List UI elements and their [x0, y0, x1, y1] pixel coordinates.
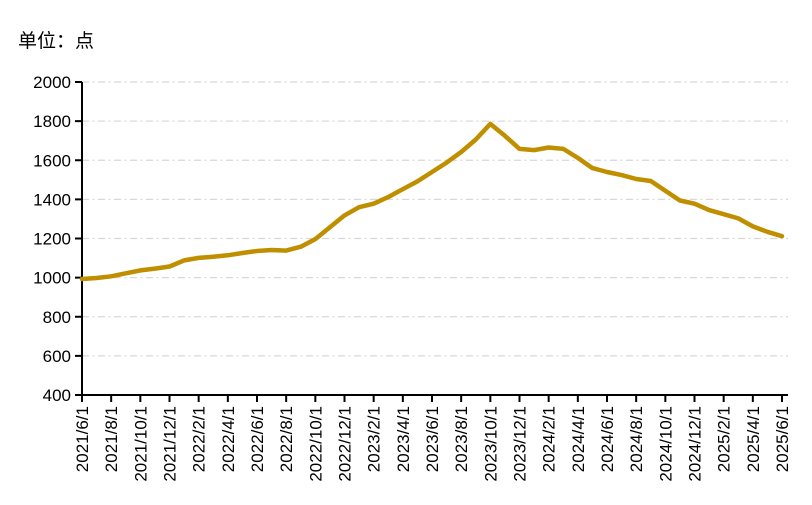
x-tick-label: 2022/10/1 [306, 406, 325, 482]
x-tick-label: 2021/6/1 [73, 406, 92, 472]
y-tick-label: 1200 [33, 230, 71, 249]
gridlines [82, 81, 788, 357]
x-tick-label: 2022/12/1 [336, 406, 355, 482]
y-tick-label: 1600 [33, 151, 71, 170]
x-tick-label: 2025/2/1 [715, 406, 734, 472]
x-tick-label: 2022/6/1 [248, 406, 267, 472]
x-tick-label: 2023/2/1 [365, 406, 384, 472]
x-tick-label: 2022/4/1 [219, 406, 238, 472]
x-tick-label: 2023/12/1 [511, 406, 530, 482]
x-tick-label: 2024/4/1 [569, 406, 588, 472]
x-tick-label: 2021/8/1 [102, 406, 121, 472]
x-tick-label: 2025/6/1 [773, 406, 792, 472]
y-tick-label: 1000 [33, 269, 71, 288]
x-tick-label: 2024/10/1 [656, 406, 675, 482]
x-tick-label: 2024/6/1 [598, 406, 617, 472]
x-tick-label: 2024/8/1 [627, 406, 646, 472]
y-tick-label: 400 [43, 386, 71, 405]
data-series-line [79, 121, 785, 282]
x-tick-label: 2023/4/1 [394, 406, 413, 472]
x-tick-label: 2023/6/1 [423, 406, 442, 472]
x-tick-label: 2024/2/1 [540, 406, 559, 472]
x-tick-label: 2022/2/1 [190, 406, 209, 472]
y-tick-label: 1400 [33, 190, 71, 209]
y-axis-ticks: 400 600 800 1000 1200 1400 1600 1800 2000 [33, 73, 82, 405]
x-tick-label: 2023/8/1 [452, 406, 471, 472]
x-tick-label: 2021/12/1 [161, 406, 180, 482]
y-tick-label: 2000 [33, 73, 71, 92]
x-tick-label: 2021/10/1 [131, 406, 150, 482]
unit-label: 单位：点 [18, 30, 95, 52]
y-tick-label: 1800 [33, 112, 71, 131]
x-tick-label: 2025/4/1 [744, 406, 763, 472]
x-tick-label: 2024/12/1 [686, 406, 705, 482]
x-axis-ticks: 2021/6/1 2021/8/1 2021/10/1 2021/12/1 2022/2… [73, 395, 792, 482]
y-tick-label: 800 [43, 308, 71, 327]
y-tick-label: 600 [43, 347, 71, 366]
x-tick-label: 2022/8/1 [277, 406, 296, 472]
x-tick-label: 2023/10/1 [481, 406, 500, 482]
